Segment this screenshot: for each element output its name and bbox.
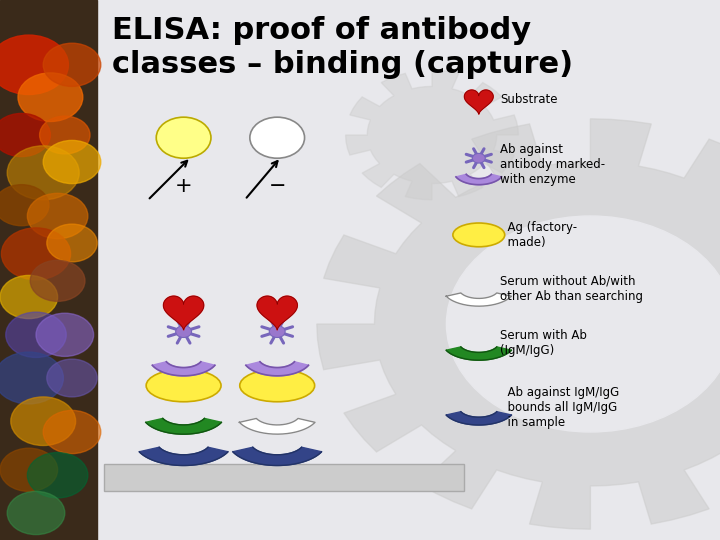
Polygon shape — [152, 362, 215, 376]
Circle shape — [472, 153, 485, 163]
Text: Ab against IgM/IgG
  bounds all IgM/IgG
  in sample: Ab against IgM/IgG bounds all IgM/IgG in… — [500, 386, 620, 429]
Circle shape — [0, 275, 58, 319]
Polygon shape — [346, 70, 518, 200]
Polygon shape — [456, 174, 502, 185]
Circle shape — [43, 43, 101, 86]
Circle shape — [27, 453, 88, 498]
Polygon shape — [446, 411, 511, 425]
Circle shape — [7, 146, 79, 200]
Circle shape — [11, 397, 76, 445]
Polygon shape — [239, 418, 315, 434]
Polygon shape — [257, 296, 297, 330]
Circle shape — [47, 224, 97, 262]
Circle shape — [40, 116, 90, 154]
Circle shape — [156, 117, 211, 158]
Polygon shape — [145, 418, 222, 434]
Circle shape — [27, 193, 88, 239]
Polygon shape — [446, 347, 511, 360]
Circle shape — [0, 113, 50, 157]
Circle shape — [36, 313, 94, 356]
Circle shape — [1, 228, 71, 280]
Circle shape — [6, 312, 66, 357]
Text: Ab against
antibody marked-
with enzyme: Ab against antibody marked- with enzyme — [500, 143, 606, 186]
Text: Substrate: Substrate — [500, 93, 558, 106]
Polygon shape — [163, 296, 204, 330]
Circle shape — [43, 410, 101, 454]
Circle shape — [446, 216, 720, 432]
Polygon shape — [446, 293, 511, 306]
Circle shape — [18, 73, 83, 122]
Text: ELISA: proof of antibody
classes – binding (capture): ELISA: proof of antibody classes – bindi… — [112, 16, 572, 79]
Text: Ag (factory-
  made): Ag (factory- made) — [500, 221, 577, 249]
Circle shape — [30, 260, 85, 301]
Polygon shape — [233, 447, 322, 465]
Polygon shape — [139, 447, 228, 465]
Bar — [0, 0, 97, 540]
Ellipse shape — [240, 369, 315, 402]
Polygon shape — [464, 90, 493, 114]
Text: Serum without Ab/with
other Ab than searching: Serum without Ab/with other Ab than sear… — [500, 275, 644, 303]
Circle shape — [0, 185, 49, 226]
Circle shape — [0, 35, 68, 94]
Polygon shape — [246, 362, 309, 376]
Text: Serum with Ab
(IgM/IgG): Serum with Ab (IgM/IgG) — [500, 329, 588, 357]
Ellipse shape — [453, 223, 505, 247]
Circle shape — [0, 352, 63, 404]
Polygon shape — [317, 119, 720, 529]
Text: −: − — [269, 176, 286, 197]
Circle shape — [176, 326, 192, 338]
Circle shape — [7, 491, 65, 535]
Bar — [104, 464, 464, 491]
Circle shape — [250, 117, 305, 158]
Circle shape — [43, 140, 101, 184]
Circle shape — [47, 359, 97, 397]
Circle shape — [269, 326, 285, 338]
Ellipse shape — [146, 369, 221, 402]
Circle shape — [0, 448, 58, 491]
Text: +: + — [175, 176, 192, 197]
